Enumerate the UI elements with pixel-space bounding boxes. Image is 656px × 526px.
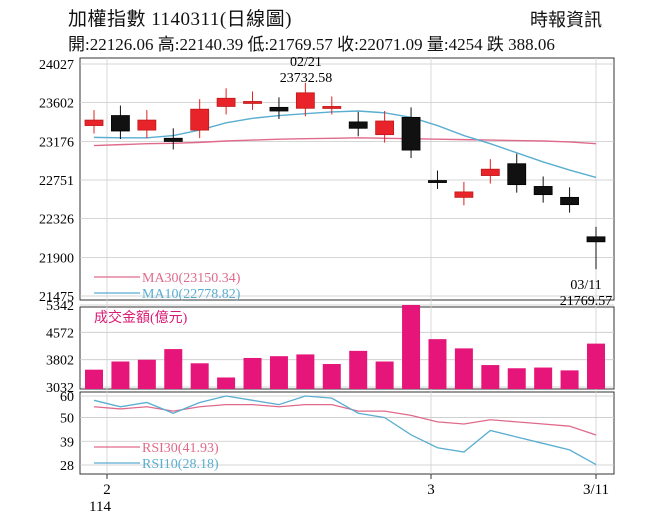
ma-line-ma30 bbox=[93, 137, 597, 147]
volume-bar bbox=[164, 349, 183, 389]
price-y-tick-label: 21475 bbox=[39, 290, 74, 305]
candle-body bbox=[401, 116, 421, 151]
ohlc-summary: 開:22126.06 高:22140.39 低:21769.57 收:22071… bbox=[68, 35, 555, 54]
high-annotation-date: 02/21 bbox=[290, 55, 322, 70]
low-annotation-date: 03/11 bbox=[570, 278, 601, 293]
x-tick-label: 2 bbox=[103, 482, 111, 498]
legend-label-ma10: MA10(22778.82) bbox=[142, 287, 241, 302]
chart-title: 加權指數 1140311(日線圖) bbox=[68, 9, 292, 30]
candle-body bbox=[137, 119, 157, 131]
volume-bar bbox=[507, 368, 526, 389]
volume-bar bbox=[243, 357, 262, 389]
source-label: 時報資訊 bbox=[530, 10, 602, 30]
candle-body bbox=[111, 115, 130, 132]
candle-body bbox=[480, 168, 500, 176]
price-y-tick-label: 23602 bbox=[39, 97, 74, 112]
rsi-panel-frame bbox=[79, 391, 615, 475]
volume-panel-frame bbox=[79, 306, 615, 390]
rsi-line-rsi30 bbox=[93, 403, 597, 436]
volume-bar bbox=[217, 377, 236, 389]
volume-bar bbox=[296, 354, 315, 389]
volume-bar bbox=[85, 369, 103, 389]
volume-bar bbox=[137, 359, 156, 389]
candle-body bbox=[190, 108, 210, 131]
volume-y-tick-label: 5342 bbox=[46, 299, 74, 314]
candle-body bbox=[295, 92, 315, 109]
volume-bar bbox=[481, 365, 500, 389]
volume-bar bbox=[534, 367, 553, 389]
legend-label-rsi30: RSI30(41.93) bbox=[142, 441, 219, 456]
rsi-y-tick-label: 39 bbox=[60, 435, 74, 450]
candle-body bbox=[560, 196, 579, 206]
volume-bar bbox=[402, 305, 421, 389]
price-panel-frame bbox=[79, 57, 615, 301]
candle-body bbox=[84, 119, 104, 126]
candle-body bbox=[375, 120, 395, 136]
price-y-tick-label: 21900 bbox=[39, 251, 74, 266]
candle-body bbox=[216, 97, 236, 107]
volume-panel-title: 成交金額(億元) bbox=[94, 309, 188, 326]
candle-body bbox=[507, 163, 527, 186]
candle-body bbox=[322, 106, 342, 109]
volume-bar bbox=[322, 363, 341, 389]
price-y-tick-label: 22326 bbox=[39, 213, 74, 228]
candle-body bbox=[243, 101, 262, 104]
rsi-y-tick-label: 28 bbox=[60, 459, 74, 474]
volume-bar bbox=[560, 370, 579, 389]
candle-body bbox=[269, 106, 289, 112]
legend-label-rsi10: RSI10(28.18) bbox=[142, 457, 219, 472]
high-annotation-value: 23732.58 bbox=[280, 71, 333, 86]
volume-y-tick-label: 4572 bbox=[46, 326, 74, 341]
candle-body bbox=[533, 186, 553, 196]
candle-body bbox=[428, 180, 447, 183]
candle-body bbox=[163, 137, 183, 142]
legend-label-ma30: MA30(23150.34) bbox=[142, 271, 241, 286]
candle-body bbox=[586, 236, 606, 243]
candle-body bbox=[454, 191, 474, 198]
volume-y-tick-label: 3032 bbox=[46, 381, 74, 396]
price-y-tick-label: 24027 bbox=[39, 58, 74, 73]
volume-bar bbox=[190, 363, 209, 389]
ma-line-ma10 bbox=[93, 110, 597, 179]
rsi-y-tick-label: 50 bbox=[60, 412, 74, 427]
volume-bar bbox=[587, 343, 605, 389]
volume-bar bbox=[269, 356, 288, 389]
volume-bar bbox=[428, 339, 447, 389]
x-tick-label: 3 bbox=[427, 482, 435, 498]
price-y-tick-label: 22751 bbox=[39, 174, 74, 189]
low-annotation-value: 21769.57 bbox=[560, 294, 613, 309]
volume-bar bbox=[349, 350, 368, 389]
volume-bar bbox=[454, 348, 473, 389]
x-sub-label: 114 bbox=[89, 499, 111, 515]
x-tick-label: 3/11 bbox=[583, 482, 609, 498]
rsi-line-rsi10 bbox=[93, 395, 597, 466]
volume-y-tick-label: 3802 bbox=[46, 354, 74, 369]
volume-bar bbox=[375, 361, 394, 389]
rsi-y-tick-label: 60 bbox=[60, 390, 74, 405]
candle-body bbox=[348, 121, 368, 129]
price-y-tick-label: 23176 bbox=[39, 135, 74, 150]
volume-bar bbox=[111, 361, 130, 389]
